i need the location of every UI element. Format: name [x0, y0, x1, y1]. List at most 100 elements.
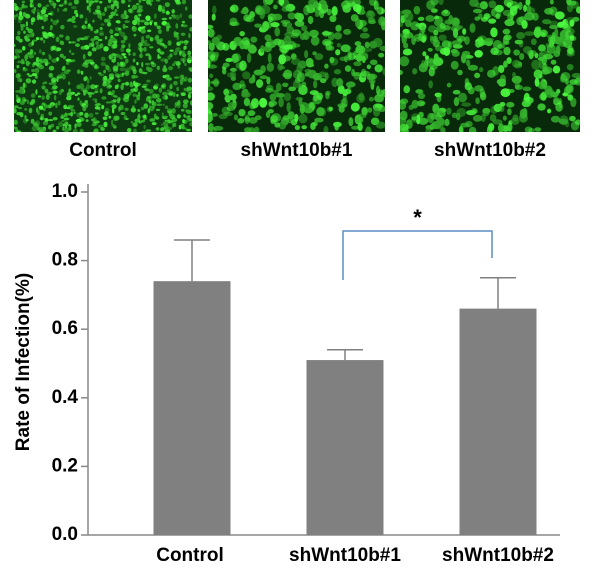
cell	[145, 0, 152, 5]
cell	[418, 32, 423, 40]
cell	[356, 6, 361, 15]
cell	[155, 98, 162, 103]
cell	[316, 92, 323, 101]
cell	[537, 56, 545, 61]
cell	[376, 8, 382, 13]
cell	[50, 18, 54, 22]
cell	[143, 114, 147, 119]
cell	[150, 0, 154, 3]
cell	[31, 68, 35, 73]
cell	[14, 106, 19, 109]
cell	[239, 31, 245, 37]
cell	[180, 32, 186, 36]
cell	[22, 45, 26, 51]
cell	[530, 38, 537, 46]
cell	[513, 49, 520, 56]
cell	[17, 49, 23, 54]
cell	[85, 119, 89, 123]
cell	[41, 95, 45, 100]
cell	[434, 45, 443, 52]
cell	[143, 46, 147, 52]
cell	[181, 0, 187, 5]
cell	[268, 100, 278, 107]
cell	[173, 76, 180, 79]
cell	[43, 108, 46, 111]
cell	[182, 119, 185, 124]
cell	[56, 57, 59, 62]
cell	[369, 0, 377, 6]
cell	[350, 102, 360, 112]
cell	[335, 49, 341, 56]
cell	[162, 121, 169, 126]
cell	[43, 81, 48, 85]
cell	[282, 115, 290, 121]
cell	[278, 97, 284, 108]
bar	[459, 308, 537, 535]
cell	[48, 72, 54, 78]
cell	[185, 128, 192, 132]
cell	[18, 88, 25, 94]
cell	[132, 68, 137, 75]
cell	[15, 52, 20, 59]
cell	[98, 106, 101, 111]
cell	[340, 44, 351, 53]
cell	[428, 80, 433, 89]
cell	[81, 25, 85, 28]
cell	[301, 25, 308, 32]
cell	[242, 71, 251, 80]
cell	[88, 7, 91, 13]
cell	[82, 64, 88, 68]
cell	[273, 4, 278, 10]
cell	[377, 89, 385, 97]
cell	[75, 118, 82, 123]
cell	[104, 111, 109, 117]
cell	[70, 41, 76, 44]
cell	[156, 25, 161, 30]
cell	[88, 94, 92, 98]
cell	[176, 114, 181, 119]
cell	[63, 69, 70, 75]
cell	[53, 94, 57, 101]
cell	[439, 22, 446, 30]
cell	[132, 4, 138, 10]
cell	[168, 16, 172, 20]
fluorescence-image	[400, 0, 580, 132]
cell	[359, 32, 370, 39]
cell	[128, 43, 131, 48]
cell	[102, 76, 108, 82]
cell	[164, 58, 168, 64]
cell	[39, 16, 44, 20]
cell	[324, 63, 329, 69]
cell	[29, 2, 33, 8]
cell	[130, 107, 137, 113]
cell	[26, 99, 30, 104]
cell	[178, 40, 185, 44]
cell	[98, 32, 105, 36]
cell	[412, 68, 418, 75]
cell	[41, 102, 46, 106]
cell	[368, 96, 375, 102]
cell	[472, 114, 483, 122]
cell	[49, 25, 53, 29]
cell	[569, 0, 577, 6]
cell	[474, 49, 483, 58]
cell	[335, 24, 342, 32]
cell	[511, 75, 522, 84]
cell	[47, 12, 52, 15]
cell	[88, 112, 94, 118]
cell	[496, 43, 505, 49]
cell	[72, 128, 78, 132]
cell	[310, 122, 316, 131]
cell	[538, 74, 543, 79]
cell	[420, 101, 425, 106]
cell	[38, 49, 42, 54]
cell	[499, 105, 505, 112]
cell	[138, 42, 143, 47]
cell	[227, 101, 237, 108]
cell	[118, 106, 121, 112]
cell	[278, 54, 287, 65]
cell	[84, 99, 89, 104]
cell	[353, 61, 362, 67]
cell	[97, 72, 102, 75]
cell	[143, 88, 148, 91]
